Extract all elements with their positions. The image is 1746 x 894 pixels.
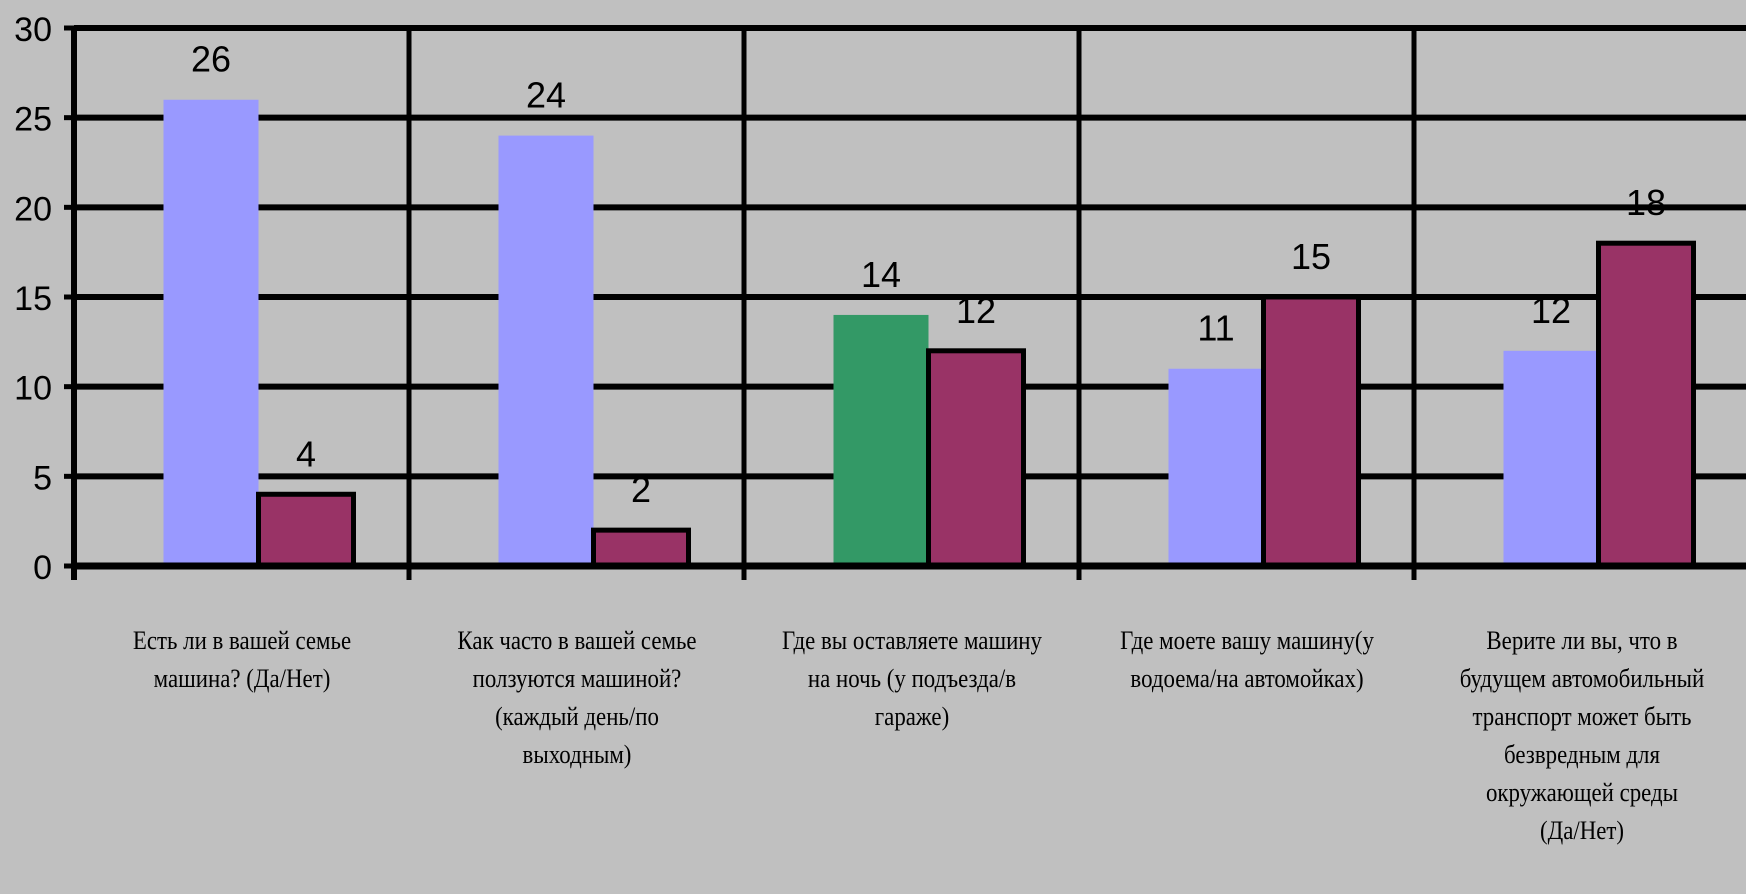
y-tick-label: 15 (14, 280, 52, 318)
data-label: 11 (1197, 308, 1234, 349)
bar-series-1-cat-1 (163, 99, 259, 566)
category-label-line: Как часто в вашей семье (456, 626, 697, 655)
y-tick-label: 0 (33, 549, 52, 587)
y-tick-label: 20 (14, 190, 52, 228)
bar-series-2-cat-1 (256, 491, 356, 569)
data-label: 14 (861, 254, 901, 295)
category-label-line: машина? (Да/Нет) (153, 664, 330, 693)
data-label: 2 (631, 469, 651, 510)
y-tick-label: 5 (33, 459, 52, 497)
category-label-line: выходным) (522, 740, 631, 769)
y-tick-label: 30 (14, 11, 52, 49)
category-label-line: на ночь (у подъезда/в (807, 664, 1016, 693)
bar-series-1-cat-5 (1503, 350, 1599, 566)
data-label: 18 (1626, 182, 1666, 223)
category-label-line: водоема/на автомойках) (1129, 664, 1364, 693)
category-label: Как часто в вашей семье ползуются машиной… (436, 622, 718, 774)
category-label-line: (каждый день/по (494, 702, 659, 731)
category-label-line: Верите ли вы, что в (1485, 626, 1678, 655)
category-label-line: Где моете вашу машину(у (1119, 626, 1374, 655)
bar-series-1-cat-3 (833, 314, 929, 566)
category-label-line: ползуются машиной? (472, 664, 681, 693)
category-label-line: транспорт может быть (1471, 702, 1691, 731)
data-label: 24 (526, 75, 566, 116)
bar-series-2-cat-4 (1261, 294, 1361, 569)
category-label-line: окружающей среды (1485, 778, 1678, 807)
data-label: 15 (1291, 236, 1331, 277)
data-label: 26 (191, 39, 231, 80)
data-label: 12 (1531, 290, 1571, 331)
category-label-line: гараже) (874, 702, 949, 731)
category-label-line: Где вы оставляете машину (781, 626, 1042, 655)
category-label: Верите ли вы, что в будущем автомобильный… (1441, 622, 1723, 850)
y-tick-label: 25 (14, 101, 52, 139)
category-label-line: безвредным для (1503, 740, 1660, 769)
category-label-line: будущем автомобильный (1459, 664, 1704, 693)
bar-series-1-cat-4 (1168, 368, 1264, 566)
bar-series-2-cat-5 (1596, 240, 1696, 569)
category-label: Где моете вашу машину(у водоема/на автомо… (1106, 622, 1388, 698)
category-label: Где вы оставляете машину на ночь (у подъе… (771, 622, 1053, 736)
y-tick-label: 10 (14, 370, 52, 408)
data-label: 12 (956, 290, 996, 331)
bar-series-2-cat-2 (591, 527, 691, 569)
category-label-line: (Да/Нет) (1539, 816, 1624, 845)
data-label: 4 (296, 433, 316, 474)
category-label-line: Есть ли в вашей семье (132, 626, 351, 655)
bar-series-2-cat-3 (926, 348, 1026, 569)
category-label: Есть ли в вашей семье машина? (Да/Нет) (101, 622, 383, 698)
bar-series-1-cat-2 (498, 135, 594, 566)
